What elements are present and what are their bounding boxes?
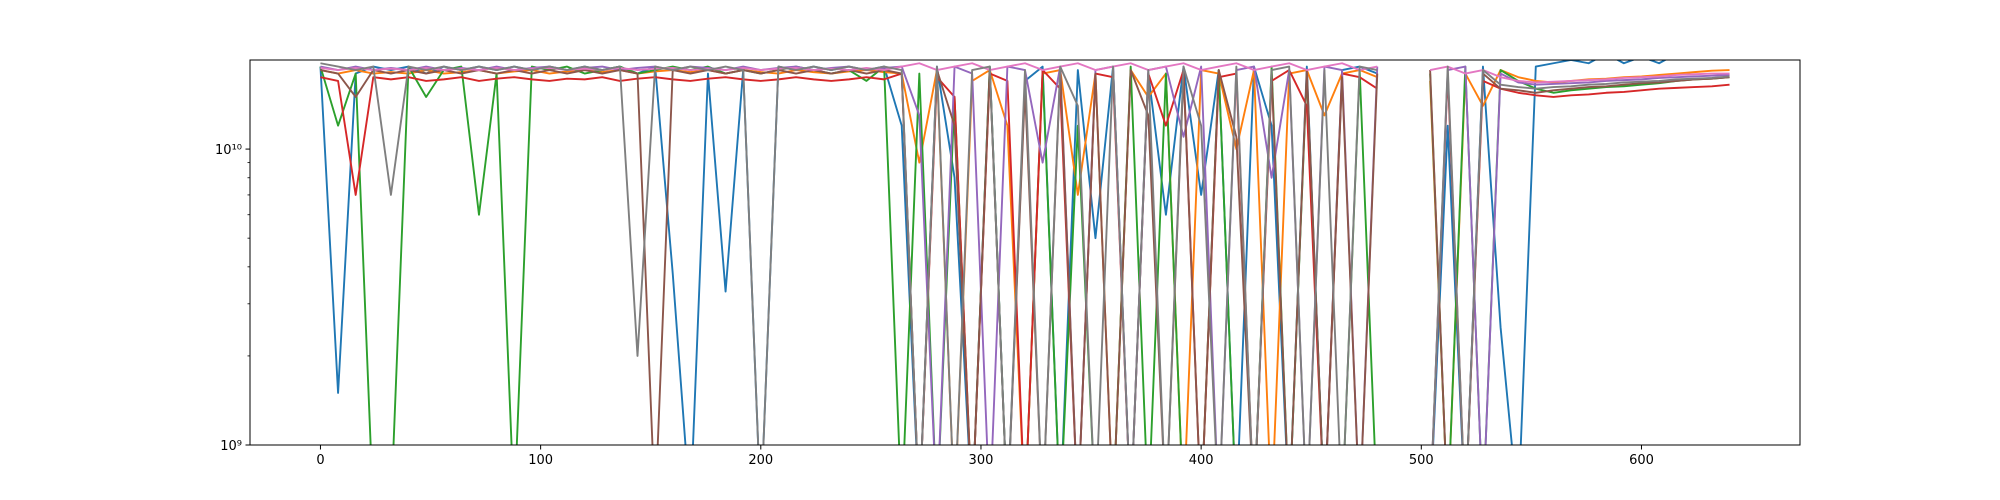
y-tick-label: 10¹⁰	[215, 143, 242, 158]
y-tick-label: 10⁹	[220, 439, 242, 454]
x-tick-label: 600	[1629, 453, 1654, 468]
series-line	[320, 62, 1730, 84]
plot-area	[319, 60, 1730, 445]
x-tick-label: 0	[316, 453, 324, 468]
x-tick-label: 400	[1189, 453, 1214, 468]
x-tick-label: 200	[748, 453, 773, 468]
x-tick-label: 300	[969, 453, 994, 468]
x-tick-label: 100	[528, 453, 553, 468]
x-tick-label: 500	[1409, 453, 1434, 468]
series-line	[320, 62, 1730, 445]
axes-frame	[249, 59, 1801, 446]
